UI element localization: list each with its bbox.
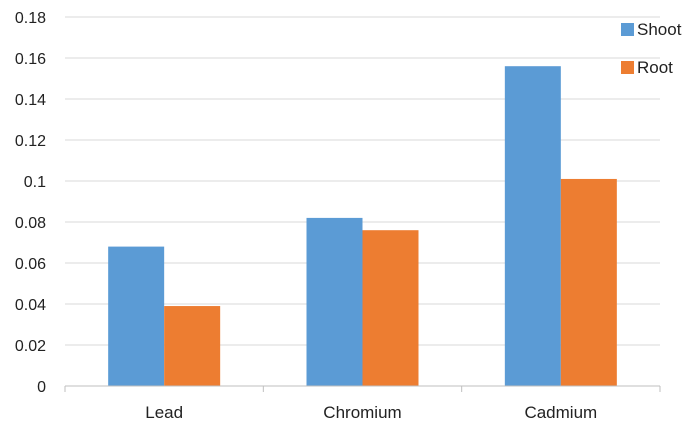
y-tick-label: 0.16 bbox=[15, 51, 46, 68]
y-tick-label: 0.14 bbox=[15, 92, 46, 109]
y-tick-label: 0.04 bbox=[15, 297, 46, 314]
bar-root-lead bbox=[164, 306, 221, 386]
y-tick-label: 0.02 bbox=[15, 338, 46, 355]
y-tick-label: 0.12 bbox=[15, 133, 46, 150]
y-tick-label: 0.08 bbox=[15, 215, 46, 232]
y-tick-label: 0.18 bbox=[15, 10, 46, 27]
bar-shoot-cadmium bbox=[504, 66, 561, 386]
x-category-label: Cadmium bbox=[524, 403, 597, 422]
bar-shoot-lead bbox=[108, 246, 165, 386]
y-tick-label: 0 bbox=[37, 379, 46, 396]
x-category-label: Chromium bbox=[323, 403, 401, 422]
y-tick-label: 0.06 bbox=[15, 256, 46, 273]
x-axis: Lead Chromium Cadmium bbox=[64, 385, 661, 422]
y-tick-label: 0.1 bbox=[24, 174, 46, 191]
bar-shoot-chromium bbox=[306, 217, 363, 386]
legend-swatch-root bbox=[621, 61, 634, 74]
legend: Shoot Root bbox=[621, 20, 682, 77]
legend-label-root: Root bbox=[637, 58, 673, 77]
bars bbox=[108, 66, 617, 386]
x-category-label: Lead bbox=[145, 403, 183, 422]
y-axis-ticks: 0 0.02 0.04 0.06 0.08 0.1 0.12 0.14 0.16 0.18 bbox=[15, 10, 46, 396]
bar-root-chromium bbox=[362, 230, 419, 386]
bar-root-cadmium bbox=[560, 178, 617, 386]
legend-swatch-shoot bbox=[621, 23, 634, 36]
legend-label-shoot: Shoot bbox=[637, 20, 682, 39]
gridlines bbox=[65, 16, 660, 346]
